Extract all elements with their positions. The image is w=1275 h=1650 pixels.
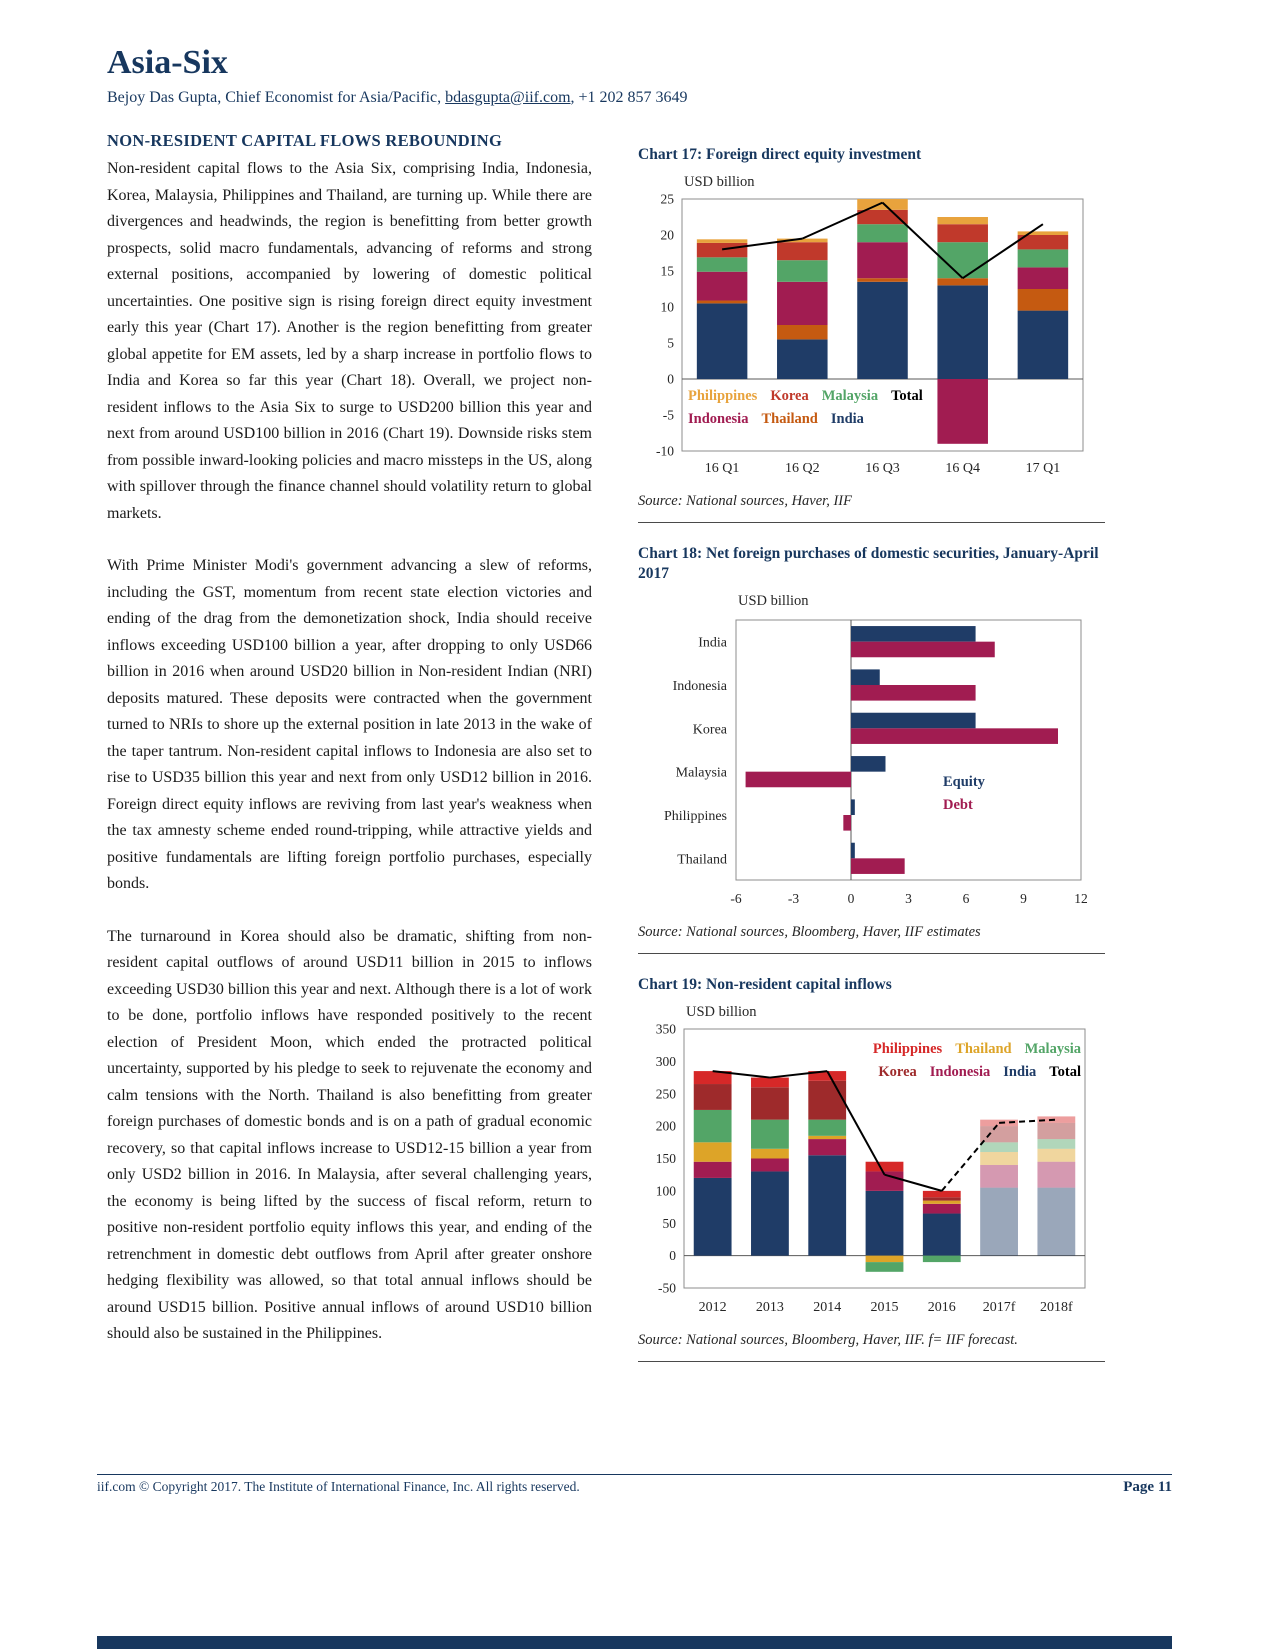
section-divider bbox=[638, 1361, 1105, 1362]
legend-item-india: India bbox=[1003, 1064, 1037, 1081]
legend-item-total: Total bbox=[891, 388, 923, 405]
article-paragraph-3: The turnaround in Korea should also be d… bbox=[107, 927, 592, 1343]
section-divider bbox=[638, 953, 1105, 954]
legend-item-indonesia: Indonesia bbox=[688, 411, 749, 428]
svg-text:0: 0 bbox=[667, 372, 674, 387]
svg-text:16 Q4: 16 Q4 bbox=[945, 461, 980, 476]
svg-text:Korea: Korea bbox=[693, 722, 728, 737]
svg-text:-3: -3 bbox=[788, 891, 799, 906]
chart18-title: Chart 18: Net foreign purchases of domes… bbox=[638, 545, 1099, 582]
svg-text:Thailand: Thailand bbox=[677, 852, 727, 867]
svg-text:2018f: 2018f bbox=[1040, 1300, 1073, 1315]
legend-item-korea: Korea bbox=[878, 1064, 917, 1081]
svg-text:5: 5 bbox=[667, 336, 674, 351]
footer-page-number: Page 11 bbox=[1123, 1479, 1172, 1495]
svg-text:16 Q2: 16 Q2 bbox=[785, 461, 820, 476]
article-paragraph-2: With Prime Minister Modi's government ad… bbox=[107, 557, 592, 892]
svg-text:12: 12 bbox=[1074, 891, 1088, 906]
chart19-canvas: -50 0 50 100 150 200 250 300 350 2012 2013 2014 2015… bbox=[638, 1022, 1093, 1323]
chart19-block: Chart 19: Non-resident capital inflows U… bbox=[638, 975, 1107, 1362]
legend-item-korea: Korea bbox=[770, 388, 809, 405]
svg-text:-50: -50 bbox=[658, 1281, 676, 1296]
author-email-link[interactable]: bdasgupta@iif.com bbox=[445, 89, 571, 106]
svg-text:200: 200 bbox=[656, 1119, 677, 1134]
legend-item-thailand: Thailand bbox=[761, 411, 818, 428]
chart19-title: Chart 19: Non-resident capital inflows bbox=[638, 976, 892, 993]
chart17-unit-label: USD billion bbox=[684, 174, 755, 190]
svg-text:2016: 2016 bbox=[928, 1300, 956, 1315]
svg-text:15: 15 bbox=[661, 264, 675, 279]
svg-text:2015: 2015 bbox=[871, 1300, 899, 1315]
svg-text:20: 20 bbox=[661, 228, 675, 243]
chart17-canvas: -10 -5 0 5 10 15 20 25 16 Q1 16 Q2 16 Q3 16 Q4 17 Q1… bbox=[638, 192, 1093, 484]
footer-copyright: iif.com © Copyright 2017. The Institute … bbox=[97, 1479, 580, 1494]
chart-legend: Philippines Korea Malaysia Total Indonesia Th… bbox=[688, 385, 923, 431]
legend-item-philippines: Philippines bbox=[872, 1041, 943, 1058]
svg-text:-6: -6 bbox=[730, 891, 741, 906]
svg-text:-5: -5 bbox=[663, 408, 674, 423]
section-heading: NON-RESIDENT CAPITAL FLOWS REBOUNDING bbox=[107, 131, 503, 150]
svg-text:300: 300 bbox=[656, 1054, 677, 1069]
svg-text:17 Q1: 17 Q1 bbox=[1026, 461, 1061, 476]
svg-text:-10: -10 bbox=[656, 444, 674, 459]
svg-text:2014: 2014 bbox=[813, 1300, 841, 1315]
chart-legend: Equity Debt bbox=[943, 771, 985, 817]
chart18-canvas: India Indonesia Korea Malaysia Philippines Th… bbox=[638, 612, 1093, 915]
chart18-block: Chart 18: Net foreign purchases of domes… bbox=[638, 544, 1107, 954]
legend-item-india: India bbox=[830, 411, 864, 428]
svg-text:India: India bbox=[698, 636, 728, 651]
svg-text:150: 150 bbox=[656, 1151, 677, 1166]
chart17-source: Source: National sources, Haver, IIF bbox=[638, 493, 852, 509]
author-line: Bejoy Das Gupta, Chief Economist for Asi… bbox=[107, 89, 1107, 107]
svg-text:0: 0 bbox=[848, 891, 855, 906]
legend-item-equity: Equity bbox=[943, 773, 985, 790]
report-header: Asia-Six Bejoy Das Gupta, Chief Economis… bbox=[107, 44, 1107, 107]
chart19-source: Source: National sources, Bloomberg, Hav… bbox=[638, 1332, 1018, 1348]
chart18-source: Source: National sources, Bloomberg, Hav… bbox=[638, 924, 981, 940]
svg-text:9: 9 bbox=[1020, 891, 1027, 906]
legend-item-malaysia: Malaysia bbox=[1024, 1041, 1081, 1058]
legend-item-thailand: Thailand bbox=[955, 1041, 1012, 1058]
svg-text:50: 50 bbox=[663, 1216, 677, 1231]
charts-column: Chart 17: Foreign direct equity investme… bbox=[638, 131, 1107, 1383]
legend-item-philippines: Philippines bbox=[688, 388, 758, 405]
author-prefix: Bejoy Das Gupta, Chief Economist for Asi… bbox=[107, 89, 446, 106]
svg-text:10: 10 bbox=[661, 300, 675, 315]
article-column: NON-RESIDENT CAPITAL FLOWS REBOUNDING No… bbox=[107, 131, 592, 1383]
chart-legend: Philippines Thailand Malaysia Korea Indonesi… bbox=[873, 1038, 1081, 1084]
svg-text:0: 0 bbox=[669, 1248, 676, 1263]
svg-text:100: 100 bbox=[656, 1183, 677, 1198]
svg-text:2013: 2013 bbox=[756, 1300, 784, 1315]
page-title: Asia-Six bbox=[107, 44, 228, 81]
author-suffix: , +1 202 857 3649 bbox=[570, 89, 688, 106]
svg-text:16 Q1: 16 Q1 bbox=[705, 461, 740, 476]
chart17-block: Chart 17: Foreign direct equity investme… bbox=[638, 145, 1107, 523]
legend-item-debt: Debt bbox=[943, 796, 973, 813]
main-content: NON-RESIDENT CAPITAL FLOWS REBOUNDING No… bbox=[107, 131, 1107, 1383]
legend-item-malaysia: Malaysia bbox=[821, 388, 879, 405]
svg-text:16 Q3: 16 Q3 bbox=[865, 461, 900, 476]
chart19-unit-label: USD billion bbox=[686, 1004, 757, 1020]
section-divider bbox=[638, 522, 1105, 523]
footer-rule bbox=[97, 1474, 1172, 1475]
svg-text:25: 25 bbox=[661, 193, 675, 207]
chart17-title: Chart 17: Foreign direct equity investme… bbox=[638, 146, 922, 163]
svg-text:6: 6 bbox=[963, 891, 970, 906]
svg-text:250: 250 bbox=[656, 1086, 677, 1101]
svg-text:2017f: 2017f bbox=[983, 1300, 1016, 1315]
chart18-unit-label: USD billion bbox=[738, 593, 809, 609]
svg-text:3: 3 bbox=[905, 891, 912, 906]
svg-text:Philippines: Philippines bbox=[664, 809, 727, 824]
page-footer: iif.com © Copyright 2017. The Institute … bbox=[97, 1474, 1172, 1496]
svg-text:2012: 2012 bbox=[699, 1300, 727, 1315]
svg-text:Indonesia: Indonesia bbox=[673, 679, 728, 694]
svg-text:Malaysia: Malaysia bbox=[676, 766, 728, 781]
legend-item-indonesia: Indonesia bbox=[929, 1064, 991, 1081]
svg-text:350: 350 bbox=[656, 1023, 677, 1037]
footer-bottom-bar bbox=[97, 1636, 1172, 1649]
article-paragraph-1: Non-resident capital flows to the Asia S… bbox=[107, 160, 592, 522]
legend-item-total: Total bbox=[1049, 1064, 1081, 1081]
